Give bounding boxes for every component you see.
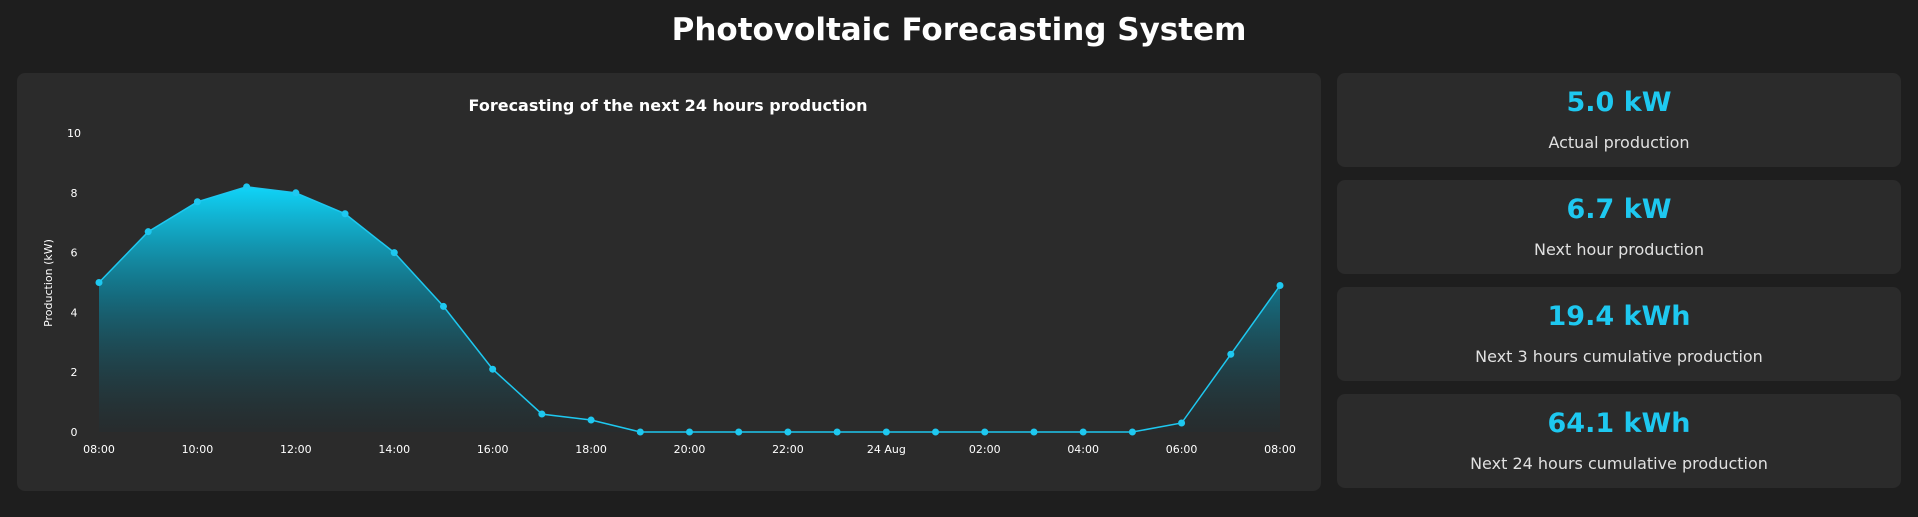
data-point[interactable] <box>538 410 546 418</box>
x-tick-label: 24 Aug <box>867 443 906 456</box>
y-tick-label: 10 <box>67 127 81 140</box>
data-point[interactable] <box>1128 428 1136 436</box>
y-axis-label: Production (kW) <box>42 239 55 327</box>
data-point[interactable] <box>243 183 251 191</box>
page-title: Photovoltaic Forecasting System <box>671 12 1247 48</box>
x-tick-label: 18:00 <box>575 443 607 456</box>
data-point[interactable] <box>144 228 152 236</box>
x-tick-label: 06:00 <box>1166 443 1198 456</box>
data-point[interactable] <box>95 279 103 286</box>
next-24-hours-production-card: 64.1 kWh Next 24 hours cumulative produc… <box>1337 394 1901 488</box>
data-point[interactable] <box>932 428 940 436</box>
x-tick-label: 04:00 <box>1067 443 1099 456</box>
data-point[interactable] <box>833 428 841 436</box>
data-point[interactable] <box>1227 350 1235 358</box>
forecast-chart-card: Forecasting of the next 24 hours product… <box>17 73 1321 491</box>
y-tick-label: 8 <box>71 187 78 200</box>
x-tick-label: 20:00 <box>674 443 706 456</box>
x-tick-label: 10:00 <box>182 443 214 456</box>
actual-production-value: 5.0 kW <box>1566 87 1672 118</box>
data-point[interactable] <box>1079 428 1087 436</box>
data-point[interactable] <box>735 428 743 436</box>
y-tick-label: 0 <box>71 426 78 439</box>
data-point[interactable] <box>587 416 595 424</box>
forecast-chart: Forecasting of the next 24 hours product… <box>42 96 1296 456</box>
data-point[interactable] <box>1276 281 1284 289</box>
data-point[interactable] <box>390 249 398 257</box>
data-point[interactable] <box>981 428 989 436</box>
data-point[interactable] <box>292 189 300 197</box>
x-tick-label: 08:00 <box>83 443 115 456</box>
chart-title: Forecasting of the next 24 hours product… <box>469 96 868 115</box>
next-24-hours-production-label: Next 24 hours cumulative production <box>1470 454 1768 473</box>
data-point[interactable] <box>341 210 349 218</box>
x-tick-label: 08:00 <box>1264 443 1296 456</box>
next-3-hours-production-card: 19.4 kWh Next 3 hours cumulative product… <box>1337 287 1901 381</box>
actual-production-label: Actual production <box>1548 133 1690 152</box>
y-tick-label: 6 <box>71 247 78 260</box>
next-3-hours-production-label: Next 3 hours cumulative production <box>1475 347 1763 366</box>
next-24-hours-production-value: 64.1 kWh <box>1547 408 1691 439</box>
next-hour-production-value: 6.7 kW <box>1566 194 1672 225</box>
data-point[interactable] <box>686 428 693 436</box>
data-point[interactable] <box>1030 428 1038 436</box>
y-tick-label: 2 <box>71 366 78 379</box>
x-tick-label: 16:00 <box>477 443 509 456</box>
actual-production-card: 5.0 kW Actual production <box>1337 73 1901 167</box>
next-hour-production-card: 6.7 kW Next hour production <box>1337 180 1901 274</box>
x-tick-label: 12:00 <box>280 443 312 456</box>
next-hour-production-label: Next hour production <box>1533 240 1704 259</box>
data-point[interactable] <box>636 428 644 436</box>
next-3-hours-production-value: 19.4 kWh <box>1547 301 1691 332</box>
data-point[interactable] <box>1178 419 1186 427</box>
x-tick-label: 14:00 <box>378 443 410 456</box>
data-point[interactable] <box>784 428 792 436</box>
data-point[interactable] <box>882 428 890 436</box>
y-tick-label: 4 <box>71 306 78 319</box>
data-point[interactable] <box>193 198 201 206</box>
production-area <box>99 186 1280 432</box>
data-point[interactable] <box>439 302 447 310</box>
x-tick-label: 02:00 <box>969 443 1001 456</box>
x-tick-label: 22:00 <box>772 443 804 456</box>
data-point[interactable] <box>489 365 497 373</box>
